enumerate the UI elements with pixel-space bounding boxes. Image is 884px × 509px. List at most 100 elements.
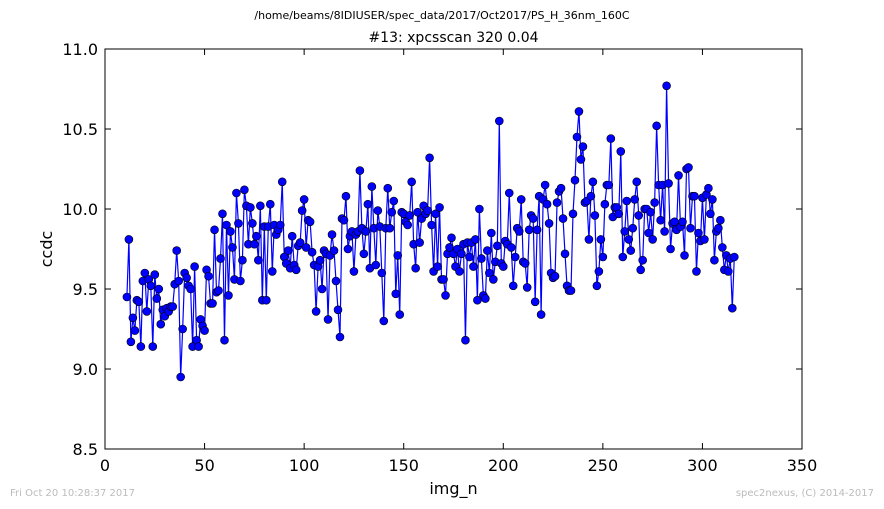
- data-point: [578, 142, 588, 151]
- data-point: [250, 239, 259, 249]
- data-point: [465, 252, 474, 262]
- data-point: [441, 291, 450, 300]
- data-point: [544, 219, 554, 228]
- data-point: [552, 198, 562, 207]
- data-point: [568, 209, 578, 219]
- data-point: [299, 195, 309, 204]
- data-point: [461, 335, 470, 345]
- x-tick-label: 250: [588, 456, 619, 475]
- data-point: [481, 294, 490, 303]
- data-point: [140, 268, 150, 278]
- data-point: [377, 268, 387, 278]
- data-point: [678, 217, 687, 227]
- data-point: [524, 225, 534, 235]
- data-point: [220, 335, 229, 345]
- plot-title: #13: xpcsscan 320 0.04: [368, 30, 539, 46]
- data-point: [176, 372, 185, 382]
- data-point: [168, 302, 178, 311]
- data-point: [238, 255, 247, 265]
- data-point: [692, 267, 701, 276]
- data-point: [550, 271, 560, 281]
- data-point: [262, 295, 271, 305]
- data-point: [718, 243, 727, 252]
- y-tick-label: 9.5: [73, 280, 98, 299]
- data-point: [620, 227, 630, 236]
- data-point: [558, 214, 568, 223]
- data-point: [222, 220, 231, 230]
- x-tick-label: 150: [388, 456, 419, 475]
- data-point: [182, 273, 191, 283]
- data-point: [373, 206, 383, 215]
- data-point: [644, 228, 653, 238]
- data-point: [234, 219, 243, 228]
- data-point: [254, 255, 263, 265]
- data-point: [666, 244, 675, 254]
- data-point: [142, 307, 152, 316]
- data-point: [240, 185, 249, 195]
- data-point: [516, 195, 526, 204]
- data-point: [616, 147, 626, 156]
- data-point: [540, 180, 550, 190]
- data-point: [652, 121, 661, 131]
- data-point: [700, 235, 709, 244]
- data-point: [403, 220, 413, 230]
- data-point: [204, 271, 213, 281]
- data-point: [727, 303, 737, 313]
- data-point: [387, 207, 397, 217]
- data-point: [218, 209, 227, 219]
- data-point: [604, 180, 614, 190]
- data-point: [498, 262, 508, 271]
- data-point: [694, 228, 703, 238]
- data-point: [626, 246, 636, 255]
- data-point: [122, 292, 132, 302]
- data-point: [600, 199, 610, 209]
- data-point: [584, 235, 594, 244]
- data-point: [246, 203, 255, 212]
- data-point: [307, 247, 317, 257]
- data-point: [174, 276, 183, 286]
- data-point: [343, 244, 353, 254]
- data-point: [423, 206, 432, 215]
- data-point: [435, 203, 444, 212]
- data-point: [154, 284, 164, 294]
- data-point: [630, 195, 640, 204]
- data-point: [311, 307, 321, 316]
- x-tick-label: 350: [787, 456, 818, 475]
- data-point: [528, 214, 538, 223]
- data-point: [729, 252, 739, 262]
- x-tick-label: 50: [194, 456, 214, 475]
- data-point: [150, 270, 160, 279]
- data-point: [355, 166, 365, 175]
- data-point: [590, 211, 600, 220]
- data-point: [367, 182, 377, 191]
- data-point: [395, 310, 405, 319]
- data-point: [252, 231, 261, 241]
- data-point: [710, 255, 719, 265]
- data-point: [706, 209, 715, 219]
- data-point: [216, 254, 225, 263]
- data-point: [493, 241, 502, 251]
- data-point: [680, 251, 689, 260]
- data-point: [572, 132, 582, 142]
- x-tick-label: 200: [488, 456, 519, 475]
- x-axis-label: img_n: [429, 479, 477, 499]
- data-point: [411, 263, 420, 273]
- y-axis-label: ccdc: [37, 231, 56, 268]
- data-point: [425, 153, 434, 163]
- data-point: [361, 227, 371, 236]
- data-point: [232, 188, 241, 198]
- data-point: [341, 191, 351, 201]
- data-point: [708, 195, 717, 204]
- data-point: [648, 235, 657, 244]
- series-line: [126, 85, 735, 378]
- data-point: [632, 177, 642, 187]
- data-point: [391, 289, 401, 299]
- data-point: [389, 196, 399, 206]
- data-point: [200, 326, 209, 335]
- copyright-footer: spec2nexus, (C) 2014-2017: [735, 488, 874, 499]
- data-point: [339, 215, 349, 225]
- data-point: [618, 252, 628, 262]
- data-point: [124, 235, 134, 244]
- data-point: [598, 252, 608, 262]
